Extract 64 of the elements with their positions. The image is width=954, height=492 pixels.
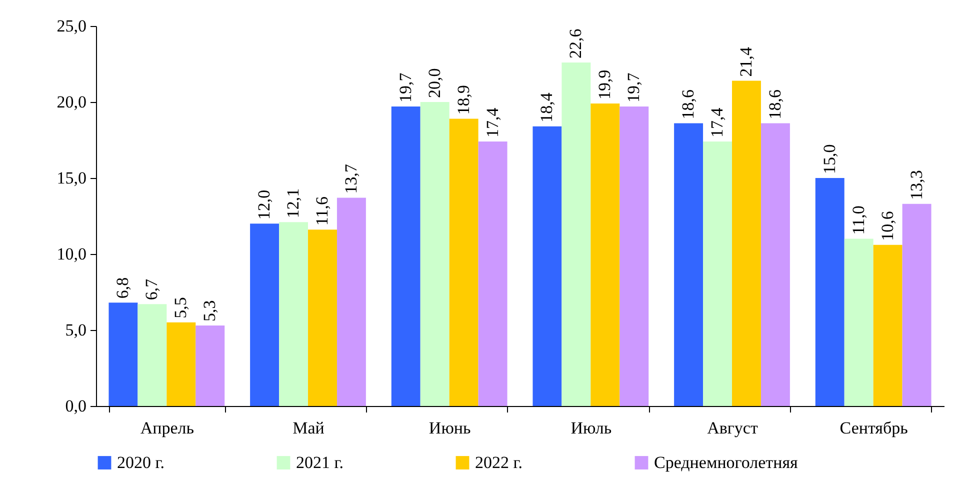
bar (815, 178, 844, 406)
x-tick-label: Сентябрь (840, 418, 908, 438)
legend-label: 2021 г. (296, 452, 344, 472)
data-label: 11,0 (848, 206, 868, 235)
bar (420, 102, 450, 406)
data-label: 6,7 (142, 278, 162, 300)
bar (138, 304, 167, 406)
legend-label: Среднемноголетняя (654, 452, 798, 472)
bar (732, 80, 761, 406)
data-label: 21,4 (736, 46, 756, 77)
y-tick-label: 15,0 (56, 168, 86, 188)
data-label: 5,3 (200, 300, 220, 322)
bar (620, 106, 649, 406)
data-label: 18,6 (765, 90, 784, 120)
data-label: 5,5 (171, 297, 190, 318)
data-label: 19,7 (396, 72, 415, 103)
bar (391, 106, 420, 406)
bar (478, 142, 508, 406)
bar (562, 62, 591, 406)
x-tick-label: Май (292, 418, 324, 438)
data-label: 18,9 (454, 84, 473, 115)
bar (166, 322, 196, 406)
data-label: 18,6 (678, 90, 698, 120)
bar (308, 230, 337, 406)
data-label: 12,0 (254, 190, 274, 220)
data-label: 17,4 (708, 107, 727, 138)
data-label: 13,3 (906, 170, 926, 200)
bar (674, 123, 704, 406)
x-tick-label: Июнь (428, 418, 471, 438)
bar (336, 198, 366, 406)
legend-label: 2020 г. (117, 452, 165, 472)
bar (250, 224, 280, 406)
bar (902, 204, 932, 406)
x-tick-label: Август (707, 418, 758, 438)
bar (196, 325, 225, 406)
data-label: 17,4 (482, 107, 502, 138)
data-label: 11,6 (312, 196, 332, 226)
bar (844, 238, 874, 406)
bar (873, 244, 902, 406)
data-label: 20,0 (424, 68, 444, 98)
data-label: 19,7 (624, 72, 644, 103)
y-tick-label: 0,0 (65, 396, 86, 416)
y-tick-label: 5,0 (65, 320, 86, 340)
data-label: 18,4 (537, 92, 556, 122)
y-tick-label: 25,0 (56, 16, 86, 36)
y-tick-label: 20,0 (56, 92, 86, 112)
data-label: 22,6 (566, 28, 586, 58)
bar (532, 126, 562, 406)
bar (108, 302, 138, 406)
data-label: 6,8 (113, 277, 132, 299)
data-label: 12,1 (284, 188, 303, 218)
data-label: 10,6 (878, 211, 897, 241)
data-label: 19,9 (595, 70, 614, 100)
data-label: 13,7 (341, 164, 360, 194)
x-tick-label: Июль (570, 418, 612, 438)
bar (703, 142, 732, 406)
bar (590, 104, 620, 406)
bar (760, 123, 790, 406)
data-label: 15,0 (820, 144, 839, 174)
bar (279, 222, 308, 406)
bar (449, 118, 478, 406)
legend-label: 2022 г. (475, 452, 523, 472)
x-tick-label: Апрель (140, 418, 194, 438)
y-tick-label: 10,0 (56, 244, 86, 264)
